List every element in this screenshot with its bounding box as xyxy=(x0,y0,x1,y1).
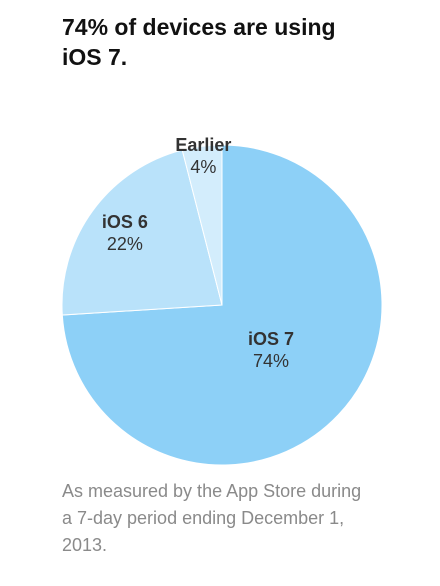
chart-title: 74% of devices are using iOS 7. xyxy=(62,14,336,70)
slice-label: iOS 6 xyxy=(102,212,148,232)
slice-label: Earlier xyxy=(175,135,231,155)
value-label: 22% xyxy=(107,234,143,254)
pie-slice xyxy=(61,149,223,316)
slice-label: iOS 7 xyxy=(248,329,294,349)
pie-slice xyxy=(181,144,223,306)
value-label: 4% xyxy=(190,157,216,177)
value-label: 74% xyxy=(253,351,289,371)
caption: As measured by the App Store during a 7-… xyxy=(62,481,362,555)
